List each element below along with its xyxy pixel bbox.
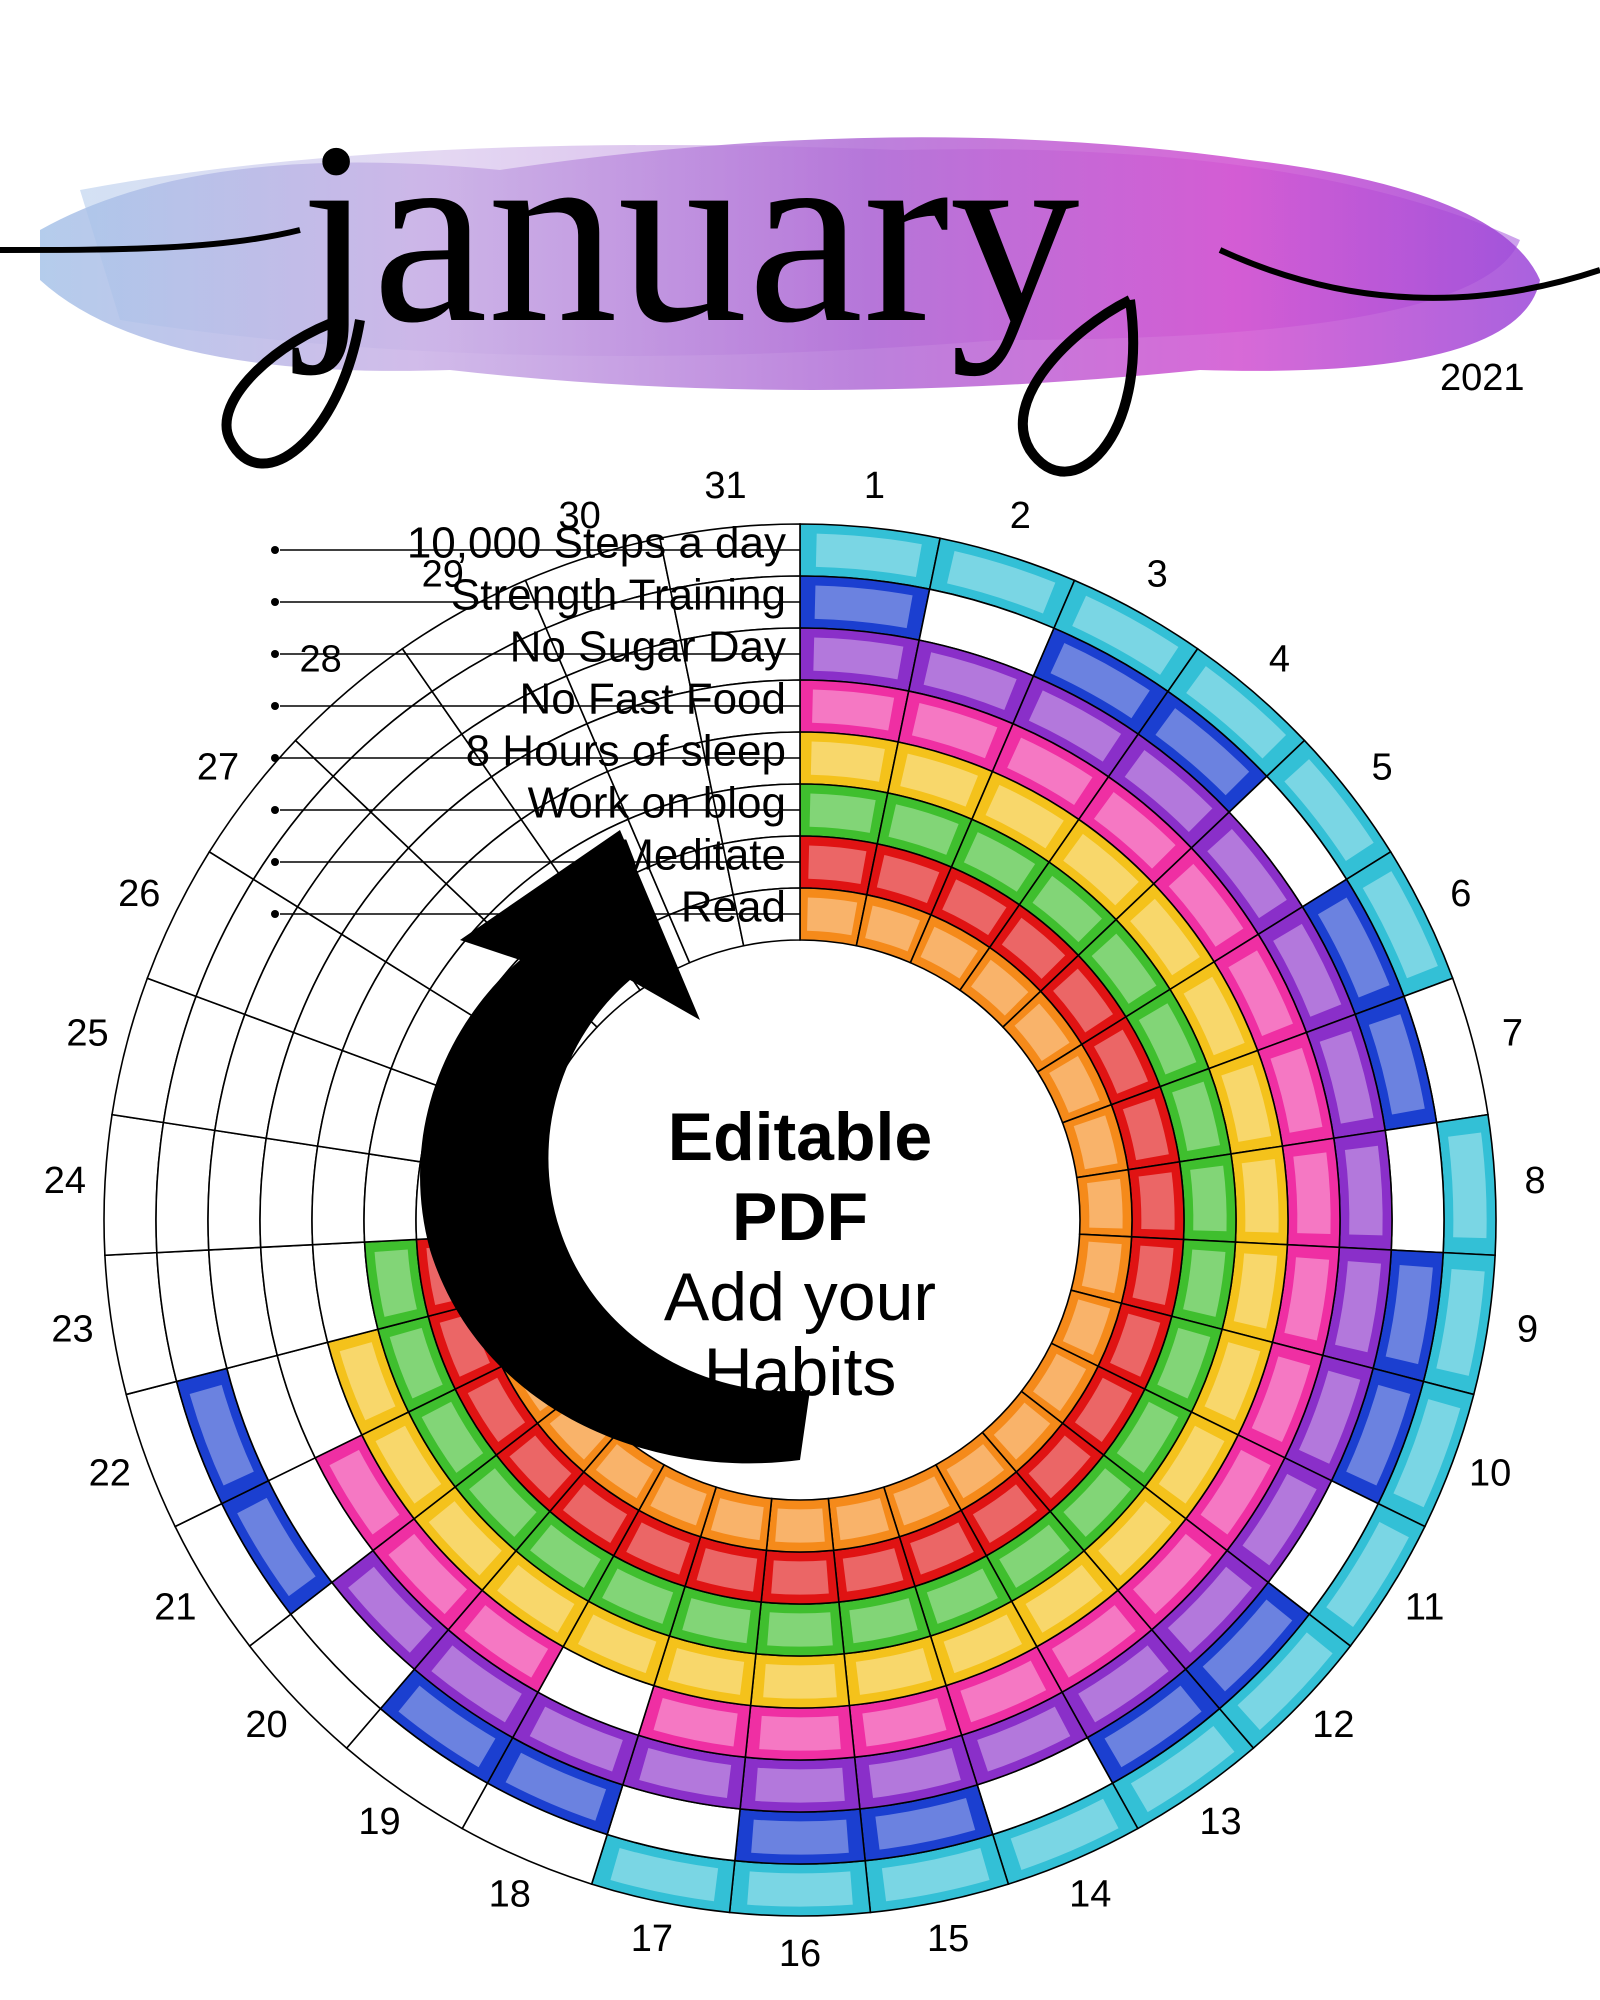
- day-label: 13: [1199, 1801, 1241, 1843]
- day-label: 10: [1469, 1453, 1511, 1495]
- habit-cell-highlight: [751, 1820, 849, 1855]
- day-label: 5: [1371, 747, 1392, 789]
- habit-cell-highlight: [1448, 1133, 1487, 1239]
- month-title: january: [292, 89, 1080, 377]
- habit-cell-highlight: [771, 1560, 829, 1594]
- habit-label[interactable]: 10,000 Steps a day: [407, 519, 786, 568]
- day-label: 12: [1312, 1704, 1354, 1746]
- habit-cell[interactable]: [364, 1154, 420, 1242]
- habit-label[interactable]: Read: [681, 883, 786, 932]
- day-label: 11: [1405, 1586, 1444, 1628]
- day-label: 15: [927, 1918, 969, 1960]
- day-label: 16: [779, 1933, 821, 1975]
- day-label: 28: [299, 639, 341, 681]
- day-label: 27: [197, 747, 239, 789]
- svg-text:PDF: PDF: [732, 1179, 868, 1255]
- bullet-icon: [271, 806, 279, 814]
- bullet-icon: [271, 754, 279, 762]
- habit-cell-highlight: [1087, 1179, 1123, 1229]
- day-label: 18: [489, 1873, 531, 1915]
- bullet-icon: [271, 598, 279, 606]
- habit-label[interactable]: Meditate: [617, 831, 786, 880]
- day-label: 25: [66, 1013, 108, 1055]
- bullet-icon: [271, 650, 279, 658]
- day-label: 9: [1517, 1308, 1538, 1350]
- day-label: 21: [154, 1586, 196, 1628]
- day-label: 4: [1269, 639, 1290, 681]
- bullet-icon: [271, 858, 279, 866]
- habit-label[interactable]: Work on blog: [528, 779, 786, 828]
- day-label: 31: [704, 465, 746, 507]
- habit-cell[interactable]: [208, 1130, 266, 1250]
- habit-cell[interactable]: [1385, 1122, 1444, 1252]
- day-label: 24: [44, 1160, 86, 1202]
- habit-cell-highlight: [1139, 1172, 1175, 1230]
- bullet-icon: [271, 546, 279, 554]
- habit-cell-highlight: [1190, 1166, 1226, 1232]
- habit-cell-highlight: [807, 897, 857, 935]
- day-label: 7: [1502, 1013, 1523, 1055]
- day-label: 23: [51, 1308, 93, 1350]
- day-label: 3: [1147, 554, 1168, 596]
- habit-cell-highlight: [747, 1871, 853, 1906]
- day-label: 19: [358, 1801, 400, 1843]
- habit-cell-highlight: [1293, 1152, 1330, 1234]
- habit-cell-highlight: [755, 1768, 845, 1803]
- year-label: 2021: [1440, 357, 1525, 399]
- habit-cell-highlight: [775, 1509, 825, 1543]
- day-label: 20: [245, 1704, 287, 1746]
- day-label: 2: [1010, 495, 1031, 537]
- svg-text:Editable: Editable: [668, 1099, 933, 1175]
- habit-cell-highlight: [808, 845, 866, 884]
- habit-label[interactable]: 8 Hours of sleep: [466, 727, 786, 776]
- bullet-icon: [271, 702, 279, 710]
- habit-cell[interactable]: [260, 1138, 318, 1247]
- day-label: 1: [864, 465, 885, 507]
- habit-label[interactable]: No Fast Food: [519, 675, 786, 724]
- habit-cell[interactable]: [104, 1115, 163, 1256]
- day-label: 22: [89, 1453, 131, 1495]
- day-label: 14: [1069, 1873, 1111, 1915]
- day-label: 26: [118, 873, 160, 915]
- habit-label[interactable]: No Sugar Day: [510, 623, 786, 672]
- day-label: 8: [1524, 1160, 1545, 1202]
- habit-cell[interactable]: [312, 1146, 369, 1245]
- center-caption: Editable PDF Add your Habits: [664, 1099, 936, 1410]
- day-label: 6: [1450, 873, 1471, 915]
- habit-cell-highlight: [1242, 1159, 1279, 1233]
- bullet-icon: [271, 910, 279, 918]
- habit-cell-highlight: [763, 1664, 837, 1699]
- habit-label[interactable]: Strength Training: [451, 571, 786, 620]
- habit-wheel: 1234567891011121314151617181920212223242…: [0, 460, 1600, 2000]
- habit-cell-highlight: [759, 1716, 841, 1751]
- habit-cell-highlight: [767, 1612, 833, 1646]
- habit-cell-highlight: [810, 793, 876, 832]
- habit-cell-highlight: [1345, 1146, 1383, 1236]
- svg-text:Add your: Add your: [664, 1259, 936, 1335]
- title-header: january 2021: [0, 80, 1600, 500]
- habit-cell[interactable]: [156, 1122, 215, 1252]
- day-label: 17: [631, 1918, 673, 1960]
